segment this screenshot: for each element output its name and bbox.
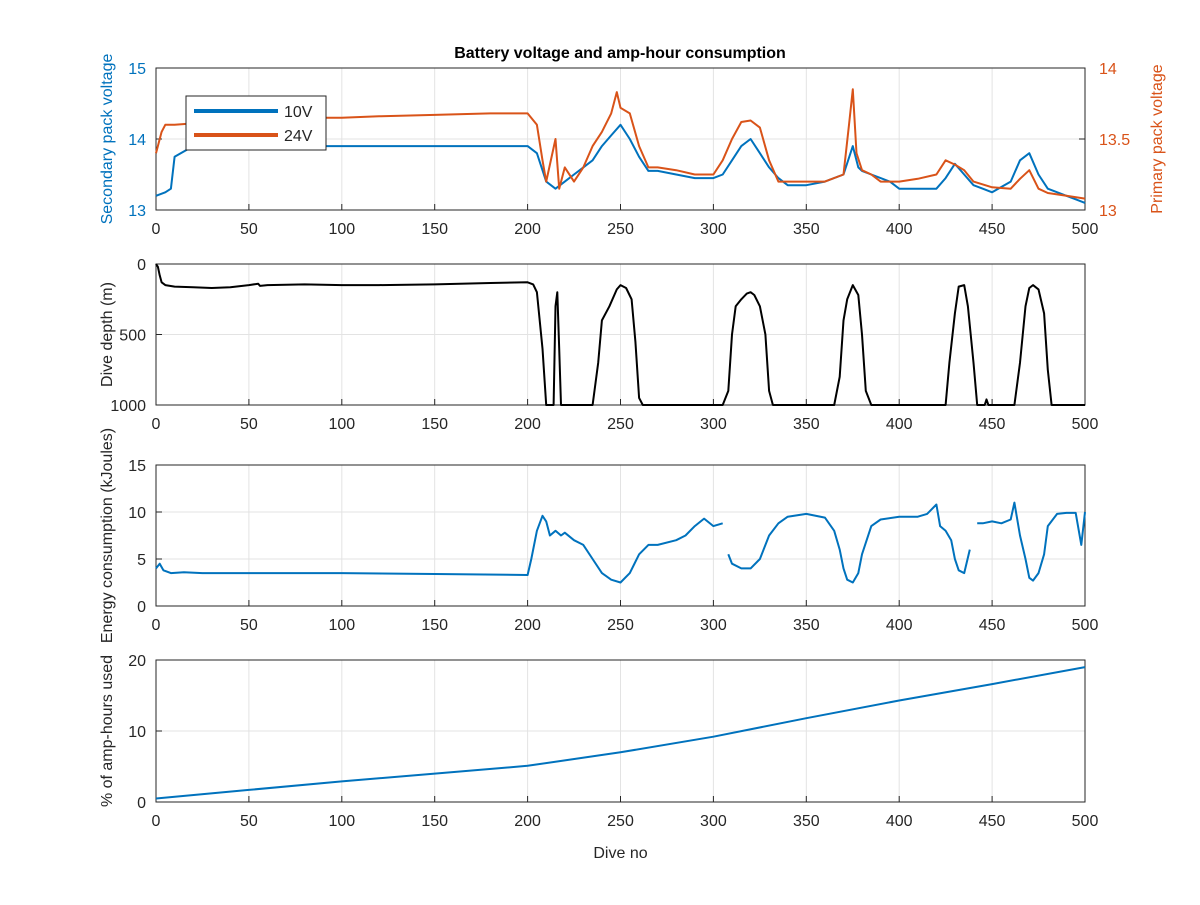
y-axis-label: Secondary pack voltage xyxy=(99,54,116,225)
chart-4: 0 50 100 150 200 250 300 350 400 450 500 0 10 20 % of … xyxy=(99,653,1098,862)
y-axis-label: % of amp-hours used xyxy=(99,655,116,807)
legend-label-24v: 24V xyxy=(284,128,313,145)
x-tick-label: 500 xyxy=(1072,813,1099,830)
series-line-24v xyxy=(155,88,1086,200)
x-tick-label: 50 xyxy=(240,416,258,433)
y-tick-label: 0 xyxy=(137,599,146,616)
x-tick-label: 350 xyxy=(793,617,820,634)
chart-1: 0 50 100 150 200 250 300 350 400 450 5001314151313… xyxy=(99,54,1166,238)
x-tick-label: 500 xyxy=(1072,221,1099,238)
x-tick-label: 300 xyxy=(700,813,727,830)
chart-2: 0 50 100 150 200 250 300 350 400 450 500 0 500 1000 Di… xyxy=(99,257,1098,433)
y-tick-label: 10 xyxy=(128,505,146,522)
y-tick-label: 15 xyxy=(128,458,146,475)
x-tick-label: 200 xyxy=(514,617,541,634)
y-tick-label: 14 xyxy=(128,132,146,149)
x-tick-label: 100 xyxy=(328,617,355,634)
series-line-1-seg-3 xyxy=(977,501,1086,582)
y2-tick-label: 13.5 xyxy=(1099,132,1130,149)
series-line-1-seg-1 xyxy=(155,514,723,584)
x-tick-label: 0 xyxy=(152,617,161,634)
x-tick-label: 350 xyxy=(793,221,820,238)
x-tick-label: 500 xyxy=(1072,416,1099,433)
x-tick-label: 100 xyxy=(328,813,355,830)
x-tick-label: 500 xyxy=(1072,617,1099,634)
x-tick-label: 50 xyxy=(240,617,258,634)
x-tick-label: 400 xyxy=(886,416,913,433)
y-axis-label: Dive depth (m) xyxy=(99,282,116,387)
x-tick-label: 200 xyxy=(514,221,541,238)
x-tick-label: 450 xyxy=(979,416,1006,433)
series-line-1 xyxy=(155,666,1086,800)
x-tick-label: 350 xyxy=(793,416,820,433)
legend-label-10v: 10V xyxy=(284,104,313,121)
x-tick-label: 0 xyxy=(152,416,161,433)
x-tick-label: 450 xyxy=(979,813,1006,830)
y2-tick-label: 14 xyxy=(1099,61,1117,78)
y-tick-label: 15 xyxy=(128,61,146,78)
y-tick-label: 5 xyxy=(137,552,146,569)
x-axis-label: Dive no xyxy=(593,845,647,862)
x-tick-label: 0 xyxy=(152,813,161,830)
x-tick-label: 300 xyxy=(700,416,727,433)
x-tick-label: 150 xyxy=(421,617,448,634)
x-tick-label: 250 xyxy=(607,221,634,238)
x-tick-label: 50 xyxy=(240,221,258,238)
y-axis-label: Energy consumption (kJoules) xyxy=(99,428,116,643)
x-tick-label: 400 xyxy=(886,813,913,830)
x-tick-label: 150 xyxy=(421,813,448,830)
series-line-1-seg-2 xyxy=(727,503,971,584)
y-tick-label: 0 xyxy=(137,795,146,812)
x-tick-label: 250 xyxy=(607,813,634,830)
x-tick-label: 350 xyxy=(793,813,820,830)
x-tick-label: 400 xyxy=(886,221,913,238)
x-tick-label: 150 xyxy=(421,221,448,238)
x-tick-label: 150 xyxy=(421,416,448,433)
series-line-1 xyxy=(155,263,1085,406)
x-tick-label: 0 xyxy=(152,221,161,238)
x-tick-label: 300 xyxy=(700,617,727,634)
y-tick-label: 0 xyxy=(137,257,146,274)
chart-3: 0 50 100 150 200 250 300 350 400 450 500 0 5 10 15 Ener… xyxy=(99,428,1098,643)
y-tick-label: 1000 xyxy=(110,398,146,415)
x-tick-label: 250 xyxy=(607,617,634,634)
series-line-10v xyxy=(155,123,1086,204)
figure-title: Battery voltage and amp-hour consumption xyxy=(454,45,786,62)
x-tick-label: 400 xyxy=(886,617,913,634)
y-tick-label: 10 xyxy=(128,724,146,741)
y-tick-label: 13 xyxy=(128,203,146,220)
x-tick-label: 300 xyxy=(700,221,727,238)
legend-box xyxy=(185,95,327,151)
y-tick-label: 20 xyxy=(128,653,146,670)
x-tick-label: 450 xyxy=(979,221,1006,238)
x-tick-label: 100 xyxy=(328,221,355,238)
y-tick-label: 500 xyxy=(119,328,146,345)
x-tick-label: 100 xyxy=(328,416,355,433)
y2-axis-label: Primary pack voltage xyxy=(1149,64,1166,213)
y2-tick-label: 13 xyxy=(1099,203,1117,220)
x-tick-label: 250 xyxy=(607,416,634,433)
x-tick-label: 200 xyxy=(514,416,541,433)
x-tick-label: 200 xyxy=(514,813,541,830)
x-tick-label: 450 xyxy=(979,617,1006,634)
x-tick-label: 50 xyxy=(240,813,258,830)
